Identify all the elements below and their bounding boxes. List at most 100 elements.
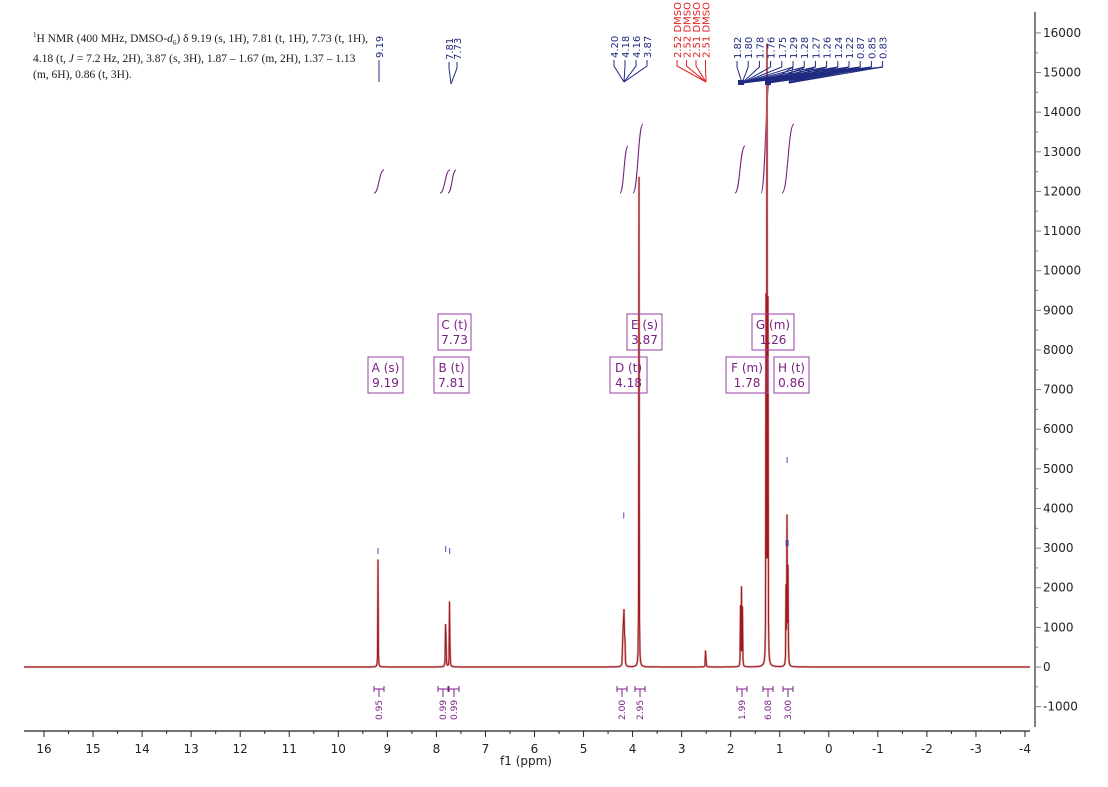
- x-tick-label: -4: [1019, 742, 1031, 756]
- x-tick-label: 0: [825, 742, 833, 756]
- integral-label: 0.99: [437, 686, 449, 720]
- x-tick-label: 16: [36, 742, 51, 756]
- y-tick-label: 1000: [1043, 620, 1074, 634]
- peak-label: 4.20: [610, 36, 621, 58]
- svg-text:2.95: 2.95: [636, 700, 646, 720]
- coupling-j: J: [68, 53, 74, 66]
- integral-label: 3.00: [782, 686, 794, 720]
- integral-curve: [619, 145, 629, 194]
- integral-curve: [447, 169, 457, 194]
- svg-text:7.73: 7.73: [441, 333, 468, 347]
- multiplet-box-b[interactable]: B (t)7.81: [433, 356, 470, 394]
- peak-label: 4.18: [621, 36, 632, 58]
- x-tick-label: 5: [580, 742, 588, 756]
- svg-text:7.81: 7.81: [438, 376, 465, 390]
- integral-label: 0.99: [448, 686, 460, 720]
- peak-label: 9.19: [375, 36, 386, 58]
- solvent-label: 2.51 DMSO: [692, 2, 703, 58]
- multiplet-box-g[interactable]: G (m)1.26: [751, 313, 795, 351]
- svg-text:1.78: 1.78: [734, 376, 761, 390]
- svg-text:2.00: 2.00: [618, 700, 628, 720]
- x-tick-label: -1: [872, 742, 884, 756]
- y-tick-label: 0: [1043, 660, 1051, 674]
- integral-curve: [734, 145, 746, 194]
- integral-label: 2.00: [616, 686, 628, 720]
- svg-text:H (t): H (t): [778, 361, 805, 375]
- svg-text:1.99: 1.99: [738, 700, 748, 720]
- solvent-label: 2.52 DMSO: [673, 2, 684, 58]
- integral-label: 6.08: [762, 686, 774, 720]
- x-tick-label: 3: [678, 742, 686, 756]
- integral-curve: [439, 169, 451, 194]
- multiplet-box-e[interactable]: E (s)3.87: [626, 313, 663, 351]
- svg-text:G (m): G (m): [756, 318, 790, 332]
- x-tick-label: 14: [134, 742, 149, 756]
- integral-label: 0.95: [373, 686, 385, 720]
- svg-text:9.19: 9.19: [372, 376, 399, 390]
- integral-curves: [373, 79, 795, 194]
- svg-text:3.00: 3.00: [784, 700, 794, 720]
- x-tick-label: 8: [433, 742, 441, 756]
- x-tick-label: 11: [282, 742, 297, 756]
- peak-label: 0.83: [879, 37, 890, 59]
- summary-part-1: H NMR (400 MHz, DMSO-: [36, 32, 168, 45]
- multiplet-boxes: A (s)9.19 B (t)7.81 C (t)7.73 D (t)4.18 E (s…: [367, 313, 810, 394]
- solvent-subscript: 6: [172, 39, 177, 48]
- x-tick-label: 13: [184, 742, 199, 756]
- svg-text:D (t): D (t): [615, 361, 642, 375]
- peak-label: 1.80: [744, 37, 755, 59]
- peak-label: 0.87: [856, 37, 867, 59]
- x-tick-label: 12: [233, 742, 248, 756]
- y-tick-label: 2000: [1043, 581, 1074, 595]
- y-tick-label: 6000: [1043, 422, 1074, 436]
- multiplet-box-h[interactable]: H (t)0.86: [773, 356, 810, 394]
- multiplet-box-f[interactable]: F (m)1.78: [725, 356, 769, 394]
- integral-curve: [373, 169, 385, 194]
- multiplet-box-d[interactable]: D (t)4.18: [609, 356, 648, 394]
- multiplet-box-c[interactable]: C (t)7.73: [437, 313, 472, 351]
- peak-label: 1.76: [767, 37, 778, 59]
- x-tick-label: 6: [531, 742, 539, 756]
- nucleus-superscript: 1: [33, 31, 37, 39]
- x-tick-label: 4: [629, 742, 637, 756]
- integral-curve: [632, 123, 644, 194]
- peak-label: 1.82: [733, 37, 744, 59]
- summary-part-2: ) δ 9.19 (s, 1H), 7.81 (t, 1H), 7.73 (t,…: [33, 32, 369, 66]
- x-axis: 16 15 14 13 12 11 10 9 8 7 6 5 4 3 2 1 0 -1 -2 -3 -4: [24, 730, 1031, 756]
- svg-text:0.99: 0.99: [450, 700, 460, 720]
- peak-label: 1.29: [789, 37, 800, 59]
- x-tick-label: 1: [776, 742, 784, 756]
- peak-label: 1.27: [811, 37, 822, 59]
- peak-label: 1.28: [800, 37, 811, 59]
- peak-label: 1.75: [778, 37, 789, 59]
- peak-label: 3.87: [643, 36, 654, 58]
- svg-text:0.86: 0.86: [778, 376, 805, 390]
- spectrum-trace: [24, 43, 1030, 669]
- svg-text:3.87: 3.87: [631, 333, 658, 347]
- summary-part-3: = 7.2 Hz, 2H), 3.87 (s, 3H), 1.87 – 1.67…: [33, 53, 356, 82]
- solvent-d: d: [167, 32, 173, 45]
- integral-labels: 0.95 0.99 0.99 2.00 2.95 1.99 6.08 3.00: [373, 686, 794, 720]
- svg-text:E (s): E (s): [631, 318, 658, 332]
- solvent-label: 2.52 DMSO: [683, 2, 694, 58]
- svg-text:1.26: 1.26: [760, 333, 787, 347]
- x-tick-label: 7: [482, 742, 490, 756]
- svg-text:F (m): F (m): [731, 361, 763, 375]
- multiplet-box-a[interactable]: A (s)9.19: [367, 356, 404, 394]
- y-tick-label: 12000: [1043, 184, 1081, 198]
- y-tick-label: 5000: [1043, 462, 1074, 476]
- y-tick-label: 15000: [1043, 66, 1081, 80]
- y-tick-label: 11000: [1043, 224, 1081, 238]
- y-tick-label: 14000: [1043, 105, 1081, 119]
- nmr-summary-text: 1H NMR (400 MHz, DMSO-d6) δ 9.19 (s, 1H)…: [33, 27, 373, 83]
- peak-label: 7.73: [453, 38, 464, 60]
- peak-label: 1.26: [823, 37, 834, 59]
- svg-text:0.99: 0.99: [439, 700, 449, 720]
- x-tick-label: 15: [85, 742, 100, 756]
- y-tick-label: 7000: [1043, 383, 1074, 397]
- integral-curve: [781, 123, 795, 194]
- x-tick-label: 9: [384, 742, 392, 756]
- peak-label: 4.16: [632, 36, 643, 58]
- y-tick-label: 9000: [1043, 303, 1074, 317]
